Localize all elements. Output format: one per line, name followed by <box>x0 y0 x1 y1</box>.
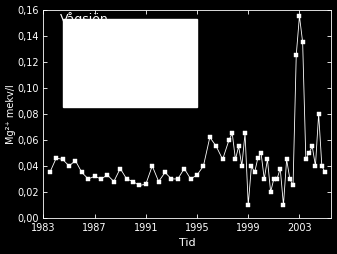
Text: Vågsjön: Vågsjön <box>60 12 109 26</box>
Y-axis label: Mg²⁺ mekv/l: Mg²⁺ mekv/l <box>5 84 16 144</box>
X-axis label: Tid: Tid <box>179 239 196 248</box>
Bar <box>63 19 197 107</box>
